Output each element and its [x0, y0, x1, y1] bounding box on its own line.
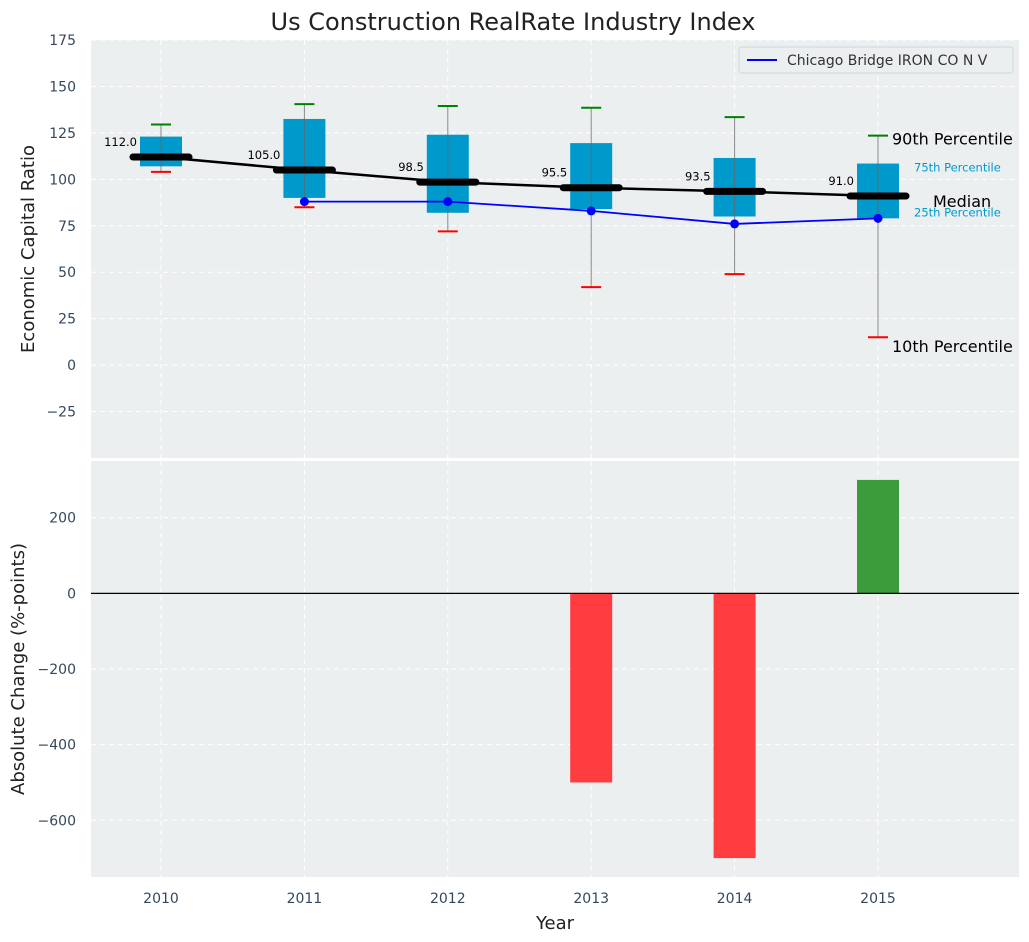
top-ytick-label: 50: [58, 265, 76, 281]
bottom-ylabel: Absolute Change (%-points): [8, 543, 29, 795]
xtick-label: 2013: [573, 891, 609, 907]
bottom-ytick-label: −400: [38, 738, 76, 754]
bottom-panel: −600 −400 −200 0 200 2010 2011 2012 2013 2014 201…: [8, 461, 1019, 934]
annotation-90th: 90th Percentile: [892, 130, 1013, 149]
annotation-25th: 25th Percentile: [914, 205, 1001, 219]
company-point: [873, 213, 883, 223]
median-value-label: 112.0: [104, 135, 137, 149]
company-point: [443, 197, 453, 207]
change-bar: [713, 593, 756, 859]
change-bar: [570, 593, 613, 783]
median-value-label: 98.5: [398, 160, 424, 174]
xtick-label: 2012: [430, 891, 466, 907]
median-value-label: 93.5: [685, 169, 711, 183]
xtick-label: 2010: [143, 891, 179, 907]
company-point: [730, 219, 740, 229]
legend[interactable]: Chicago Bridge IRON CO N V: [738, 46, 1014, 74]
chart-title: Us Construction RealRate Industry Index: [271, 8, 756, 36]
bottom-ytick-label: −200: [38, 662, 76, 678]
top-ytick-label: −25: [46, 405, 76, 421]
top-ytick-label: 25: [58, 312, 76, 328]
bottom-ytick-label: −600: [38, 813, 76, 829]
x-axis-label: Year: [535, 913, 575, 934]
annotation-75th: 75th Percentile: [914, 161, 1001, 175]
top-ytick-label: 100: [49, 172, 76, 188]
bottom-ytick-label: 200: [49, 511, 76, 527]
top-ytick-label: 75: [58, 219, 76, 235]
xtick-label: 2011: [287, 891, 323, 907]
top-ytick-label: 0: [67, 358, 76, 374]
median-value-label: 95.5: [542, 166, 568, 180]
bottom-ytick-label: 0: [67, 586, 76, 602]
top-ylabel: Economic Capital Ratio: [18, 145, 39, 353]
company-point: [299, 197, 309, 207]
top-ytick-label: 125: [49, 126, 76, 142]
median-value-label: 91.0: [828, 174, 854, 188]
top-panel: −25 0 25 50 75 100 125 150 175 112.0 105.0 98.5 95.…: [18, 33, 1019, 458]
legend-box: [738, 46, 1014, 74]
top-ytick-label: 150: [49, 79, 76, 95]
xtick-label: 2015: [860, 891, 896, 907]
top-plot-background: [91, 40, 1019, 458]
median-value-label: 105.0: [247, 148, 280, 162]
legend-label: Chicago Bridge IRON CO N V: [787, 53, 988, 69]
xtick-label: 2014: [717, 891, 753, 907]
annotation-median: Median: [933, 192, 991, 211]
top-ytick-label: 175: [49, 33, 76, 49]
annotation-10th: 10th Percentile: [892, 337, 1013, 356]
change-bar: [857, 479, 899, 594]
company-point: [586, 206, 596, 216]
